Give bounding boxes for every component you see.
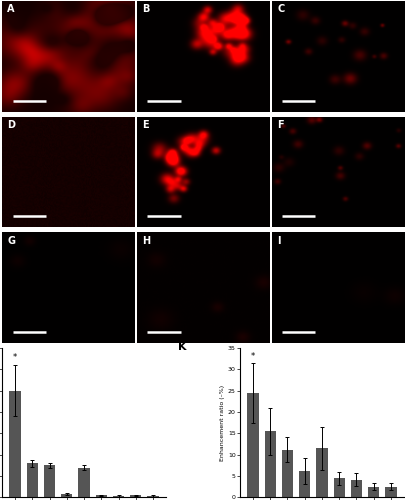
Text: K: K	[177, 342, 185, 352]
Text: H: H	[142, 236, 150, 246]
Text: G: G	[7, 236, 15, 246]
Bar	[27, 464, 38, 498]
Text: C: C	[276, 4, 284, 15]
Bar	[333, 478, 344, 498]
Bar	[281, 450, 292, 498]
Text: E: E	[142, 120, 149, 130]
Bar	[113, 496, 124, 498]
Text: *: *	[250, 352, 254, 360]
Bar	[44, 466, 55, 498]
Bar	[130, 496, 141, 498]
Text: B: B	[142, 4, 149, 15]
Bar	[61, 494, 72, 498]
Text: F: F	[276, 120, 283, 130]
Bar	[9, 390, 21, 498]
Bar	[264, 431, 275, 498]
Text: I: I	[276, 236, 280, 246]
Text: D: D	[7, 120, 15, 130]
Bar	[247, 393, 258, 498]
Bar	[350, 480, 361, 498]
Bar	[147, 496, 158, 498]
Bar	[78, 468, 90, 498]
Bar	[298, 471, 309, 498]
Bar	[384, 487, 396, 498]
Text: *: *	[13, 353, 17, 362]
Bar	[367, 487, 378, 498]
Y-axis label: Enhancement ratio (–%): Enhancement ratio (–%)	[220, 384, 224, 461]
Bar	[96, 496, 107, 498]
Text: A: A	[7, 4, 15, 15]
Bar	[315, 448, 327, 498]
